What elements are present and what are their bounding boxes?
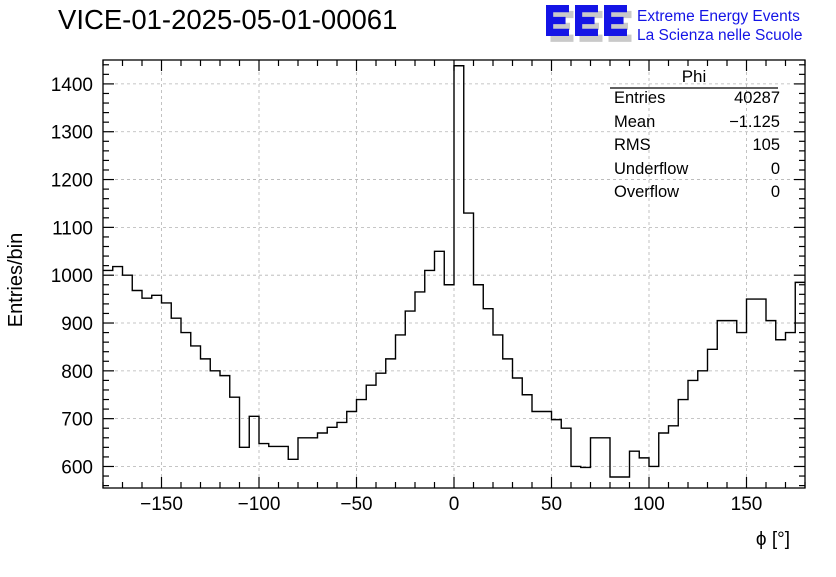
- svg-text:800: 800: [61, 362, 93, 383]
- svg-text:La Scienza nelle Scuole: La Scienza nelle Scuole: [637, 27, 802, 44]
- svg-text:600: 600: [61, 457, 93, 478]
- svg-text:0: 0: [771, 183, 780, 201]
- svg-text:1100: 1100: [52, 218, 93, 239]
- svg-text:Phi: Phi: [682, 67, 707, 86]
- svg-text:−100: −100: [238, 494, 281, 515]
- svg-text:0: 0: [449, 494, 460, 515]
- svg-text:40287: 40287: [734, 89, 780, 107]
- svg-text:Mean: Mean: [614, 113, 655, 131]
- svg-text:ϕ [°]: ϕ [°]: [756, 529, 790, 550]
- svg-text:105: 105: [752, 136, 780, 154]
- svg-text:Extreme Energy Events: Extreme Energy Events: [637, 8, 800, 25]
- svg-text:−150: −150: [140, 494, 183, 515]
- svg-text:−1.125: −1.125: [729, 113, 780, 131]
- svg-text:0: 0: [771, 160, 780, 178]
- svg-text:VICE-01-2025-05-01-00061: VICE-01-2025-05-01-00061: [58, 4, 397, 35]
- svg-text:50: 50: [541, 494, 562, 515]
- svg-text:1000: 1000: [51, 266, 93, 287]
- svg-text:−50: −50: [340, 494, 372, 515]
- svg-text:1200: 1200: [51, 171, 93, 192]
- svg-text:Underflow: Underflow: [614, 160, 688, 178]
- svg-text:100: 100: [633, 494, 665, 515]
- svg-text:RMS: RMS: [614, 136, 651, 154]
- svg-text:Entries/bin: Entries/bin: [5, 233, 27, 328]
- svg-text:1300: 1300: [51, 123, 93, 144]
- svg-text:900: 900: [61, 314, 93, 335]
- svg-text:1400: 1400: [51, 75, 93, 96]
- svg-text:Entries: Entries: [614, 89, 665, 107]
- svg-text:Overflow: Overflow: [614, 183, 679, 201]
- svg-text:150: 150: [731, 494, 763, 515]
- svg-text:700: 700: [61, 410, 93, 431]
